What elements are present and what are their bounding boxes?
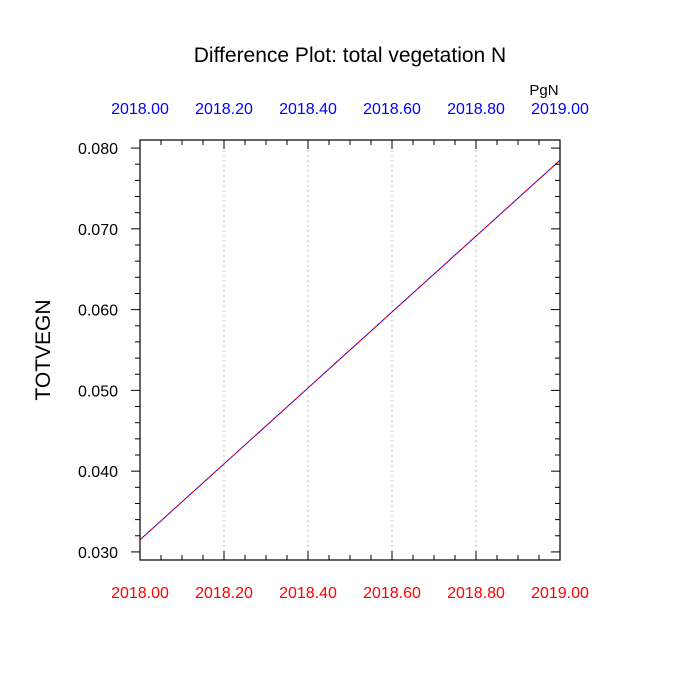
series-line-2 — [139, 159, 561, 541]
units-label: PgN — [529, 82, 558, 99]
x-tick-label-top: 2019.00 — [531, 101, 589, 118]
x-tick-label-top: 2018.60 — [363, 101, 421, 118]
x-tick-label-top: 2018.40 — [279, 101, 337, 118]
tick-labels: 2018.00 2018.00 2018.20 2018.20 2018.40 2018.… — [78, 101, 589, 602]
y-axis-label: TOTVEGN — [32, 299, 55, 400]
x-tick-label-top: 2018.00 — [111, 101, 169, 118]
series-layer — [139, 159, 561, 541]
y-tick-label: 0.040 — [78, 464, 118, 481]
y-tick-label: 0.030 — [78, 545, 118, 562]
x-tick-label-bottom: 2018.40 — [279, 585, 337, 602]
y-tick-label: 0.070 — [78, 222, 118, 239]
x-tick-label-top: 2018.80 — [447, 101, 505, 118]
x-tick-label-bottom: 2019.00 — [531, 585, 589, 602]
y-tick-label: 0.060 — [78, 303, 118, 320]
x-tick-label-bottom: 2018.80 — [447, 585, 505, 602]
y-tick-label: 0.080 — [78, 141, 118, 158]
x-tick-label-bottom: 2018.00 — [111, 585, 169, 602]
axis-ticks — [131, 140, 561, 560]
grid-lines — [223, 140, 477, 560]
x-tick-label-bottom: 2018.60 — [363, 585, 421, 602]
y-tick-label: 0.050 — [78, 383, 118, 400]
x-tick-label-bottom: 2018.20 — [195, 585, 253, 602]
x-tick-label-top: 2018.20 — [195, 101, 253, 118]
chart-title: Difference Plot: total vegetation N — [194, 44, 506, 67]
